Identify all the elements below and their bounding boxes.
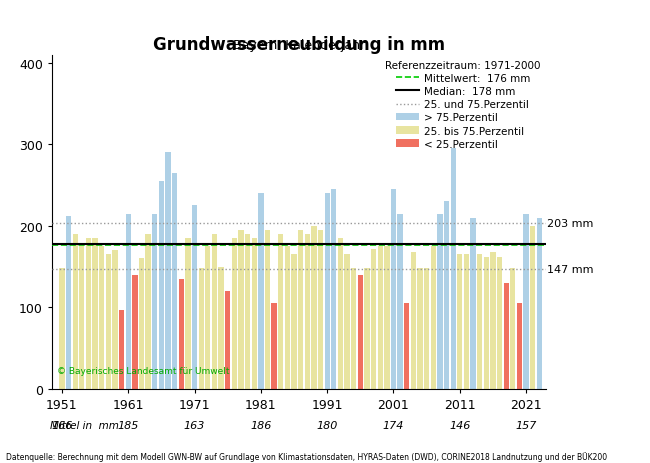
Bar — [231, 238, 237, 389]
Bar — [378, 247, 383, 389]
Bar — [510, 269, 515, 389]
Bar — [424, 269, 429, 389]
Bar — [384, 247, 389, 389]
Text: 186: 186 — [250, 420, 272, 430]
Bar — [391, 190, 396, 389]
Text: 180: 180 — [317, 420, 338, 430]
Bar — [344, 255, 350, 389]
Bar — [444, 202, 449, 389]
Bar — [358, 275, 363, 389]
Text: Bayern, Kalenderjahr: Bayern, Kalenderjahr — [233, 39, 365, 52]
Bar — [291, 255, 296, 389]
Bar — [159, 181, 164, 389]
Bar — [132, 275, 138, 389]
Bar — [490, 252, 495, 389]
Bar — [450, 149, 456, 389]
Bar — [311, 226, 317, 389]
Text: 147 mm: 147 mm — [547, 264, 593, 275]
Bar — [212, 234, 217, 389]
Bar — [477, 255, 482, 389]
Bar — [530, 226, 536, 389]
Bar — [172, 174, 177, 389]
Text: 174: 174 — [383, 420, 404, 430]
Bar — [437, 214, 443, 389]
Bar — [258, 194, 263, 389]
Text: Mittel in  mm: Mittel in mm — [50, 420, 119, 430]
Bar — [285, 247, 290, 389]
Text: 157: 157 — [515, 420, 537, 430]
Bar — [86, 238, 91, 389]
Bar — [364, 269, 370, 389]
Bar — [331, 190, 337, 389]
Text: 203 mm: 203 mm — [547, 219, 593, 229]
Bar — [457, 255, 462, 389]
Bar — [371, 249, 376, 389]
Bar — [397, 214, 403, 389]
Bar — [192, 206, 197, 389]
Bar — [430, 247, 436, 389]
Bar — [225, 291, 230, 389]
Text: 163: 163 — [184, 420, 205, 430]
Text: 166: 166 — [51, 420, 73, 430]
Bar — [66, 217, 72, 389]
Bar — [411, 252, 416, 389]
Bar — [464, 255, 469, 389]
Bar — [537, 218, 542, 389]
Bar — [265, 231, 270, 389]
Bar — [119, 310, 124, 389]
Bar — [338, 238, 343, 389]
Bar — [252, 238, 257, 389]
Bar — [305, 234, 310, 389]
Bar — [351, 269, 356, 389]
Bar — [73, 234, 78, 389]
Bar — [523, 214, 528, 389]
Bar — [239, 231, 244, 389]
Bar — [146, 234, 151, 389]
Bar — [272, 304, 277, 389]
Text: Datenquelle: Berechnung mit dem Modell GWN-BW auf Grundlage von Klimastationsdat: Datenquelle: Berechnung mit dem Modell G… — [6, 451, 608, 461]
Bar — [112, 250, 118, 389]
Text: © Bayerisches Landesamt für Umwelt: © Bayerisches Landesamt für Umwelt — [57, 367, 229, 375]
Bar — [165, 153, 171, 389]
Bar — [139, 259, 144, 389]
Legend: Mittelwert:  176 mm, Median:  178 mm, 25. und 75.Perzentil, > 75.Perzentil, 25. : Mittelwert: 176 mm, Median: 178 mm, 25. … — [385, 61, 541, 149]
Bar — [417, 269, 422, 389]
Bar — [99, 247, 105, 389]
Bar — [484, 257, 489, 389]
Bar — [205, 247, 211, 389]
Text: 185: 185 — [118, 420, 139, 430]
Bar — [179, 279, 184, 389]
Bar — [504, 283, 509, 389]
Bar — [125, 214, 131, 389]
Bar — [185, 238, 190, 389]
Bar — [404, 304, 410, 389]
Title: Grundwasserneubildung in mm: Grundwasserneubildung in mm — [153, 36, 445, 54]
Bar — [245, 234, 250, 389]
Bar — [152, 214, 157, 389]
Bar — [517, 304, 522, 389]
Text: 146: 146 — [449, 420, 471, 430]
Bar — [92, 238, 98, 389]
Bar — [106, 255, 111, 389]
Bar — [198, 269, 204, 389]
Bar — [497, 257, 502, 389]
Bar — [324, 194, 330, 389]
Bar — [218, 267, 224, 389]
Bar — [278, 234, 283, 389]
Bar — [59, 269, 64, 389]
Bar — [471, 218, 476, 389]
Bar — [298, 231, 304, 389]
Bar — [318, 231, 323, 389]
Bar — [79, 247, 84, 389]
